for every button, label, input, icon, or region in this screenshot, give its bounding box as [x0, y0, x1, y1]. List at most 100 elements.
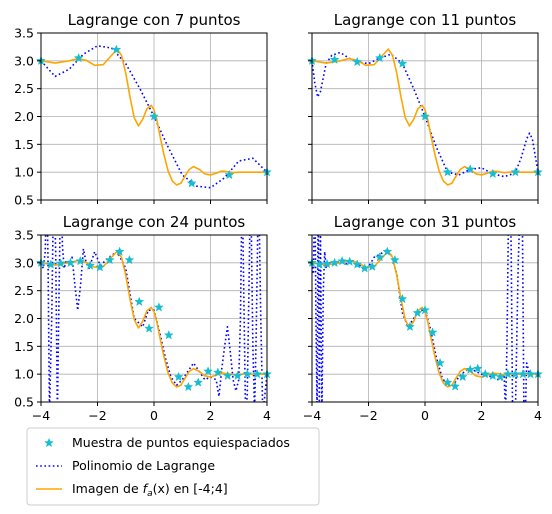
- sample-point: [153, 302, 164, 312]
- y-tick-label: 0.5: [14, 193, 34, 208]
- sample-point: [183, 381, 194, 392]
- sample-point: [374, 252, 385, 262]
- lagrange-polynomial-line: [312, 235, 538, 402]
- subplot-2: Lagrange con 11 puntos: [307, 11, 543, 204]
- sample-point: [104, 254, 115, 265]
- sample-point: [222, 370, 233, 381]
- sample-point: [186, 178, 197, 188]
- x-tick-label: 0: [150, 408, 158, 423]
- sample-point: [487, 168, 498, 179]
- sample-point: [144, 323, 155, 333]
- subplot-4: −4 −2 0 2 4 Lagrange con 31 puntos: [303, 213, 543, 423]
- y-tick-label: 3.0: [14, 53, 34, 68]
- subplot-grid: 0.5 1.0 1.5 2.0 2.5 3.0 3.5 Lagrange con 7 punt…: [14, 11, 543, 423]
- sample-point: [329, 257, 340, 268]
- y-tick-label: 1.0: [14, 367, 34, 382]
- sample-point: [487, 370, 498, 381]
- sample-point: [457, 371, 468, 382]
- legend-label-function: Imagen de fa(x) en [-4;4]: [72, 481, 228, 499]
- sample-point: [134, 296, 145, 307]
- subplot-title: Lagrange con 7 puntos: [68, 11, 241, 29]
- function-line: [41, 48, 267, 186]
- y-tick-label: 0.5: [14, 395, 34, 410]
- y-tick-label: 3.5: [14, 26, 34, 41]
- sample-point: [397, 58, 408, 68]
- sample-point: [232, 370, 243, 381]
- sample-point: [45, 259, 56, 269]
- y-tick-label: 2.5: [14, 81, 34, 96]
- sample-point: [95, 262, 105, 272]
- y-tick-label: 3.0: [14, 255, 34, 270]
- subplot-3: −4 −2 0 2 4 0.5 1.0 1.5 2.0 2.5 3.0 3.5 Lagrange con…: [14, 213, 272, 423]
- sample-point: [337, 255, 348, 266]
- y-tick-label: 1.5: [14, 339, 34, 354]
- sample-point: [465, 164, 476, 174]
- sample-point: [163, 329, 174, 340]
- y-tick-label: 2.0: [14, 109, 34, 124]
- sample-point: [75, 255, 86, 266]
- x-tick-label: −2: [88, 408, 106, 423]
- y-tick-label: 2.5: [14, 283, 34, 298]
- x-tick-label: −4: [303, 408, 321, 423]
- sample-point: [525, 368, 536, 379]
- y-tick-label: 2.0: [14, 311, 34, 326]
- sample-point: [389, 254, 400, 265]
- legend-label-samples: Muestra de puntos equiespaciados: [72, 435, 290, 450]
- sample-point: [435, 357, 446, 368]
- function-line: [312, 250, 538, 388]
- legend-entry-lagrange: Polinomio de Lagrange: [36, 458, 215, 473]
- sample-point: [420, 111, 430, 121]
- sample-point: [367, 261, 378, 271]
- x-tick-label: −2: [359, 408, 377, 423]
- sample-point: [442, 166, 453, 177]
- subplot-title: Lagrange con 24 puntos: [63, 213, 246, 231]
- sample-point: [224, 169, 235, 180]
- sample-point: [149, 111, 159, 121]
- legend-frame: [26, 427, 320, 506]
- y-tick-label: 1.0: [14, 165, 34, 180]
- y-tick-label: 3.5: [14, 228, 34, 243]
- sample-point: [465, 364, 476, 374]
- sample-point: [124, 254, 135, 265]
- x-tick-label: 2: [478, 408, 486, 423]
- sample-point: [382, 246, 393, 256]
- legend-entry-function: Imagen de fa(x) en [-4;4]: [36, 481, 228, 499]
- sample-point: [412, 307, 423, 318]
- legend-star-marker: [44, 437, 54, 448]
- x-tick-label: −4: [32, 408, 50, 423]
- y-tick-label: 1.5: [14, 137, 34, 152]
- legend: Muestra de puntos equiespaciados Polinom…: [26, 427, 320, 506]
- sample-point: [352, 56, 363, 67]
- sample-point: [55, 258, 66, 268]
- sample-point: [193, 377, 204, 387]
- legend-label-lagrange: Polinomio de Lagrange: [72, 458, 215, 473]
- sample-point: [374, 52, 385, 63]
- sample-point: [442, 377, 453, 387]
- sample-point: [510, 166, 521, 177]
- sample-point: [322, 258, 333, 269]
- legend-star: [44, 437, 54, 448]
- sample-point: [352, 259, 363, 269]
- sample-point: [242, 368, 253, 379]
- sample-point: [111, 44, 122, 54]
- x-tick-label: 2: [207, 408, 215, 423]
- sample-point: [397, 293, 408, 304]
- sample-point: [85, 260, 96, 270]
- x-tick-label: 4: [534, 408, 542, 423]
- lagrange-polynomial-line: [312, 51, 538, 178]
- subplot-title: Lagrange con 31 puntos: [334, 213, 517, 231]
- plot-area: [312, 235, 538, 402]
- sample-point: [450, 381, 461, 391]
- x-tick-label: 0: [421, 408, 429, 423]
- subplot-title: Lagrange con 11 puntos: [334, 11, 517, 29]
- sample-point: [472, 363, 483, 373]
- subplot-1: 0.5 1.0 1.5 2.0 2.5 3.0 3.5 Lagrange con 7 punt…: [14, 11, 272, 208]
- sample-point: [212, 367, 223, 377]
- sample-point: [73, 52, 84, 63]
- legend-entry-samples: Muestra de puntos equiespaciados: [44, 435, 290, 450]
- sample-point: [203, 366, 213, 376]
- x-tick-label: 4: [263, 408, 271, 423]
- sample-point: [344, 256, 355, 266]
- sample-point: [173, 371, 184, 382]
